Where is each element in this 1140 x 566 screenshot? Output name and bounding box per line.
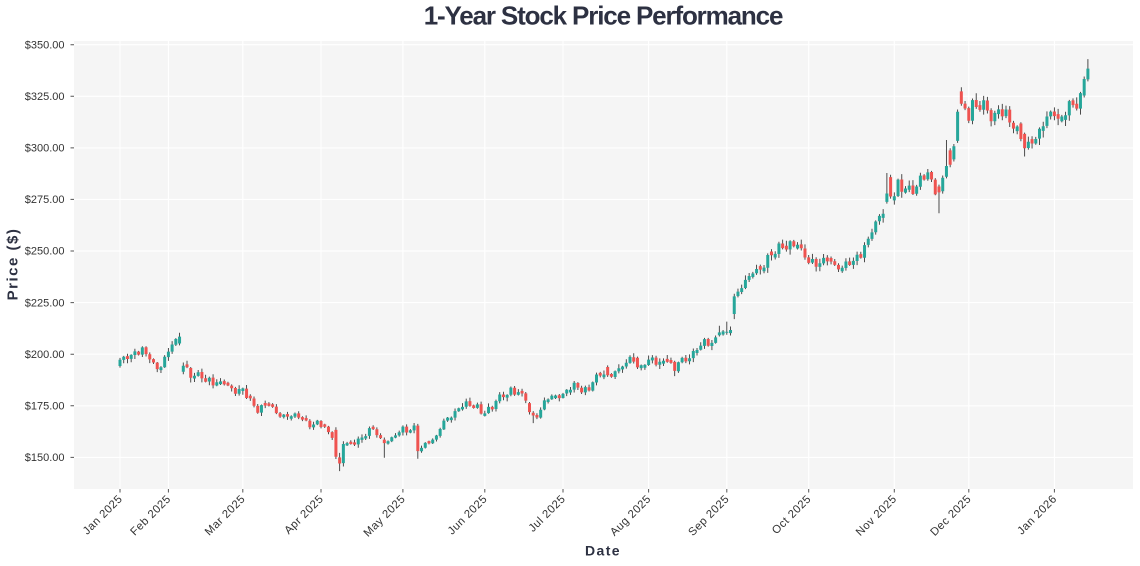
svg-text:$250.00: $250.00 xyxy=(25,246,65,258)
svg-text:$275.00: $275.00 xyxy=(25,194,65,206)
svg-text:$300.00: $300.00 xyxy=(25,143,65,155)
svg-text:$325.00: $325.00 xyxy=(25,91,65,103)
svg-text:1-Year Stock Price Performance: 1-Year Stock Price Performance xyxy=(424,1,783,31)
svg-text:Price ($): Price ($) xyxy=(5,228,22,301)
svg-text:$350.00: $350.00 xyxy=(25,39,65,51)
svg-text:$150.00: $150.00 xyxy=(25,452,65,464)
svg-text:$175.00: $175.00 xyxy=(25,401,65,413)
svg-text:$225.00: $225.00 xyxy=(25,297,65,309)
svg-text:Date: Date xyxy=(585,543,621,559)
svg-text:$200.00: $200.00 xyxy=(25,349,65,361)
